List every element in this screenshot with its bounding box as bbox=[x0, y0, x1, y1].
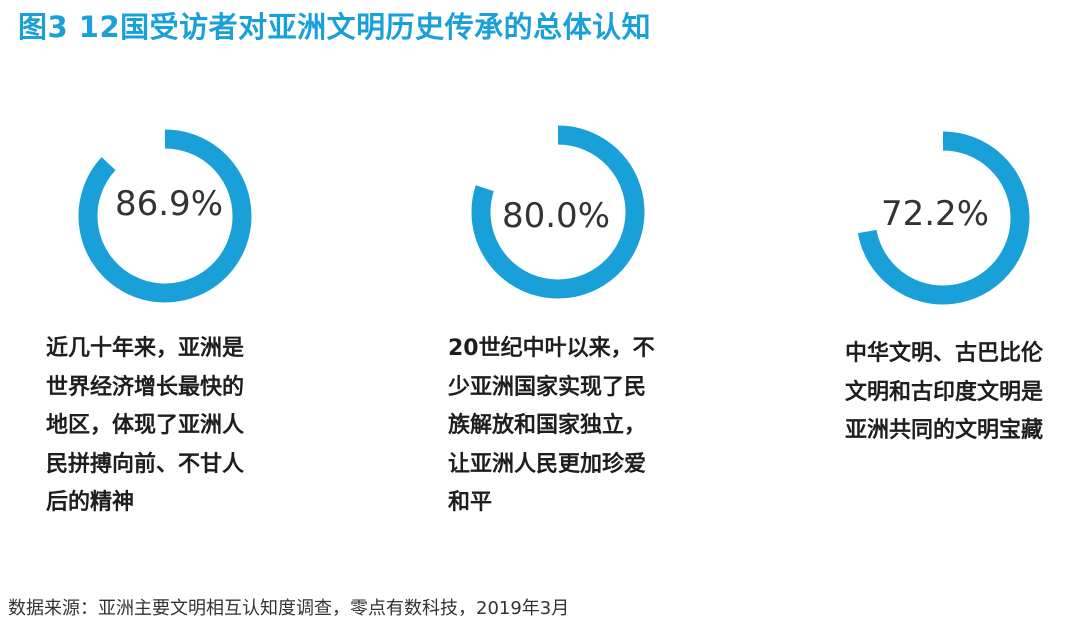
donut-svg-3: 72.2% bbox=[857, 131, 1030, 305]
description-3-line: 亚洲共同的文明宝藏 bbox=[845, 418, 1044, 443]
source-note: 数据来源：亚洲主要文明相互认知度调查，零点有数科技，2019年3月 bbox=[8, 598, 570, 619]
description-2-line: 和平 bbox=[448, 490, 493, 515]
description-1-line: 世界经济增长最快的 bbox=[46, 374, 245, 400]
description-1-line: 后的精神 bbox=[46, 490, 135, 515]
donut-value-label-1: 86.9% bbox=[115, 184, 223, 224]
description-1-line: 地区，体现了亚洲人 bbox=[46, 413, 245, 438]
description-1-line: 民拼搏向前、不甘人 bbox=[46, 451, 245, 477]
donut-chart-1: 86.9% bbox=[77, 128, 253, 304]
description-2-line: 族解放和国家独立， bbox=[448, 413, 647, 438]
description-2-line: 让亚洲人民更加珍爱 bbox=[448, 451, 647, 477]
description-3-line: 文明和古印度文明是 bbox=[845, 379, 1044, 405]
description-2: 20世纪中叶以来，不 少亚洲国家实现了民 族解放和国家独立， 让亚洲人民更加珍爱… bbox=[448, 330, 655, 523]
description-2-line: 20世纪中叶以来，不 bbox=[448, 336, 655, 361]
description-1: 近几十年来，亚洲是 世界经济增长最快的 地区，体现了亚洲人 民拼搏向前、不甘人 … bbox=[46, 330, 244, 523]
donut-value-label-3: 72.2% bbox=[881, 194, 989, 234]
description-1-line: 近几十年来，亚洲是 bbox=[46, 336, 245, 361]
donut-arc-1 bbox=[78, 129, 252, 303]
donut-chart-2: 80.0% bbox=[470, 124, 646, 300]
donut-arc-3 bbox=[857, 131, 1030, 305]
description-3-line: 中华文明、古巴比伦 bbox=[845, 341, 1044, 366]
description-3: 中华文明、古巴比伦 文明和古印度文明是 亚洲共同的文明宝藏 bbox=[845, 335, 1043, 451]
donut-arc-2 bbox=[471, 125, 645, 299]
donut-chart-3: 72.2% bbox=[855, 130, 1031, 306]
donut-value-label-2: 80.0% bbox=[502, 196, 610, 236]
chart-title: 图3 12国受访者对亚洲文明历史传承的总体认知 bbox=[18, 10, 652, 44]
donut-svg-2: 80.0% bbox=[471, 125, 645, 299]
description-2-line: 少亚洲国家实现了民 bbox=[448, 374, 647, 400]
donut-svg-1: 86.9% bbox=[78, 129, 252, 303]
